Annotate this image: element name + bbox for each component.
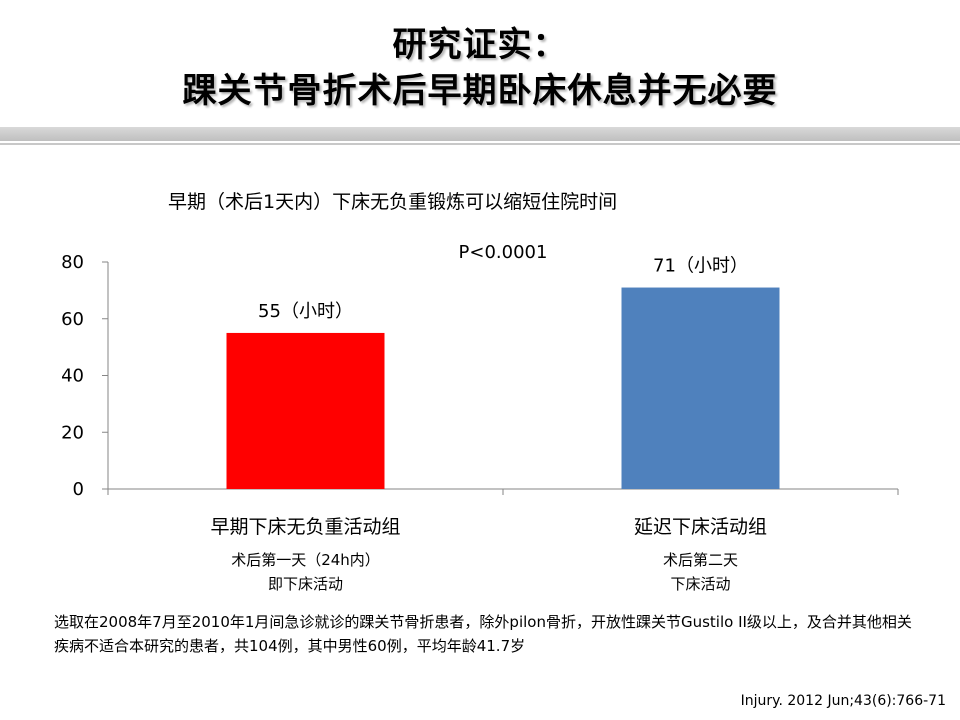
bar xyxy=(226,332,385,489)
x-category-label: 早期下床无负重活动组 xyxy=(210,516,400,538)
title-divider-bar xyxy=(0,127,960,141)
citation: Injury. 2012 Jun;43(6):766-71 xyxy=(740,693,946,709)
slide-title-line-2: 踝关节骨折术后早期卧床休息并无必要 xyxy=(182,71,778,111)
y-tick-label: 0 xyxy=(73,479,84,500)
y-tick-label: 20 xyxy=(61,422,84,443)
title-divider-line xyxy=(0,143,960,145)
p-value-annotation: P<0.0001 xyxy=(459,242,548,263)
bar-value-label: 55（小时） xyxy=(258,301,353,322)
study-footnote: 选取在2008年7月至2010年1月间急诊就诊的踝关节骨折患者，除外pilon骨… xyxy=(54,613,912,655)
x-category-note: 术后第二天 xyxy=(663,551,738,569)
bar xyxy=(621,287,780,489)
x-category-note: 即下床活动 xyxy=(268,575,343,593)
x-category-label: 延迟下床活动组 xyxy=(634,516,767,538)
x-category-note: 术后第一天（24h内） xyxy=(231,551,380,569)
x-category-note: 下床活动 xyxy=(670,575,730,593)
y-tick-label: 40 xyxy=(61,366,84,387)
slide-title-line-1: 研究证实： xyxy=(392,25,568,65)
y-tick-label: 60 xyxy=(61,309,84,330)
slide-title: 研究证实： 踝关节骨折术后早期卧床休息并无必要 xyxy=(0,22,960,114)
y-tick-label: 80 xyxy=(61,252,84,273)
bar-value-label: 71（小时） xyxy=(653,256,748,277)
chart-title: 早期（术后1天内）下床无负重锻炼可以缩短住院时间 xyxy=(168,191,618,213)
